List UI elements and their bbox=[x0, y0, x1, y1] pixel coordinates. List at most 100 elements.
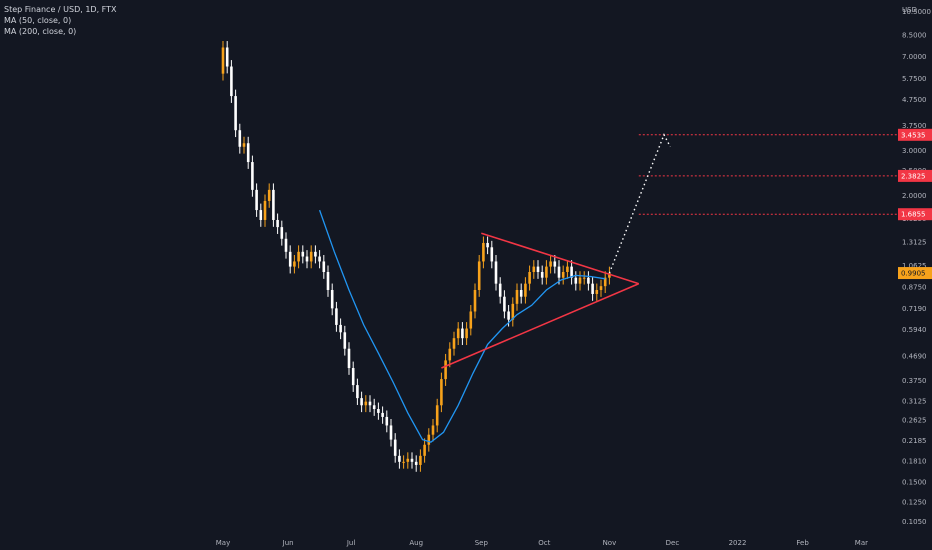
x-tick-label: Feb bbox=[796, 539, 809, 547]
y-tick-label: 0.1250 bbox=[902, 499, 927, 507]
y-tick-label: 0.2185 bbox=[902, 437, 927, 445]
candle-body bbox=[566, 266, 569, 272]
candle-body bbox=[263, 200, 267, 220]
x-tick-label: May bbox=[216, 539, 230, 547]
candle-body bbox=[553, 261, 557, 267]
candle-body bbox=[393, 439, 397, 456]
candle-body bbox=[284, 238, 288, 252]
candle-body bbox=[549, 261, 552, 267]
candle-body bbox=[486, 242, 489, 248]
candle-body bbox=[372, 405, 376, 410]
candle-body bbox=[230, 66, 233, 97]
candle-body bbox=[255, 189, 258, 211]
x-tick-label: Jul bbox=[346, 539, 356, 547]
candle-body bbox=[515, 289, 519, 304]
candle-body bbox=[536, 266, 540, 272]
candle-body bbox=[498, 283, 502, 297]
legend-symbol: Step Finance / USD, 1D, FTX bbox=[4, 5, 117, 14]
candles bbox=[221, 41, 611, 472]
candle-body bbox=[587, 277, 590, 284]
last-price-label: 0.9905 bbox=[901, 270, 926, 278]
candle-body bbox=[322, 261, 326, 272]
candle-body bbox=[339, 324, 342, 333]
candle-body bbox=[545, 266, 548, 278]
x-tick-label: Mar bbox=[855, 539, 868, 547]
candle-body bbox=[519, 289, 523, 297]
y-tick-label: 0.7190 bbox=[902, 305, 927, 313]
candle-body bbox=[381, 412, 384, 417]
overlays bbox=[318, 133, 671, 443]
x-tick-label: Nov bbox=[603, 539, 617, 547]
candle-body bbox=[456, 328, 460, 339]
target-level-label: 3.4535 bbox=[901, 131, 926, 139]
target-level-label: 2.3825 bbox=[901, 172, 926, 180]
y-tick-label: 0.1810 bbox=[902, 458, 927, 466]
candle-body bbox=[305, 256, 309, 262]
candle-body bbox=[595, 289, 599, 294]
x-tick-label: Jun bbox=[282, 539, 294, 547]
candle-body bbox=[461, 328, 464, 339]
candle-body bbox=[591, 283, 594, 294]
y-tick-label: 0.4690 bbox=[902, 352, 927, 360]
candle-body bbox=[251, 162, 254, 190]
candle-body bbox=[582, 277, 586, 279]
triangle-upper-trendline bbox=[481, 232, 640, 285]
candle-body bbox=[469, 311, 473, 329]
legend-ma200: MA (200, close, 0) bbox=[4, 27, 77, 36]
x-tick-label: Sep bbox=[475, 539, 489, 547]
y-tick-label: 0.1500 bbox=[902, 479, 927, 487]
y-tick-label: 10.5000 bbox=[902, 8, 931, 16]
candle-body bbox=[511, 303, 515, 320]
candle-body bbox=[246, 143, 250, 163]
y-tick-label: 3.7500 bbox=[902, 122, 927, 130]
candle-body bbox=[293, 261, 296, 267]
candle-body bbox=[238, 130, 242, 147]
candle-body bbox=[301, 251, 305, 257]
x-tick-label: 2022 bbox=[729, 539, 747, 547]
y-tick-label: 5.7500 bbox=[902, 75, 927, 83]
candle-body bbox=[259, 210, 263, 220]
candle-body bbox=[221, 47, 225, 74]
candle-body bbox=[272, 189, 275, 220]
y-tick-label: 0.3750 bbox=[902, 377, 927, 385]
y-axis-currency: USD bbox=[902, 6, 917, 14]
candle-body bbox=[347, 348, 351, 369]
triangle-lower-trendline bbox=[441, 282, 640, 369]
candle-body bbox=[599, 286, 603, 290]
candle-body bbox=[570, 266, 573, 278]
x-tick-label: Oct bbox=[538, 539, 550, 547]
ma50-line bbox=[318, 209, 606, 443]
candle-body bbox=[414, 461, 418, 465]
candle-body bbox=[532, 266, 536, 272]
price-labels: 3.4535 2.3825 1.6855 0.9905 bbox=[898, 128, 932, 280]
candle-body bbox=[351, 368, 355, 386]
candle-body bbox=[440, 379, 443, 406]
candle-body bbox=[507, 311, 510, 320]
candle-body bbox=[364, 401, 368, 406]
candle-body bbox=[330, 289, 334, 309]
candle-body bbox=[318, 256, 321, 262]
candle-body bbox=[528, 272, 531, 284]
candle-body bbox=[482, 242, 485, 262]
candle-body bbox=[368, 401, 372, 406]
target-level-label: 1.6855 bbox=[901, 211, 926, 219]
candle-body bbox=[435, 405, 439, 426]
x-tick-label: Aug bbox=[409, 539, 423, 547]
candle-body bbox=[448, 348, 452, 361]
candle-body bbox=[427, 434, 431, 445]
y-tick-label: 0.8750 bbox=[902, 283, 927, 291]
candle-body bbox=[314, 251, 317, 257]
candle-body bbox=[242, 143, 246, 147]
y-tick-label: 0.5940 bbox=[902, 326, 927, 334]
y-tick-label: 1.0625 bbox=[902, 262, 927, 270]
candle-body bbox=[503, 296, 506, 312]
candle-body bbox=[377, 409, 380, 413]
candle-body bbox=[410, 458, 414, 462]
time-axis: May Jun Jul Aug Sep Oct Nov Dec 2022 Feb Mar bbox=[216, 539, 868, 547]
candle-body bbox=[444, 360, 447, 380]
candle-body bbox=[419, 455, 422, 465]
y-tick-label: 0.1050 bbox=[902, 518, 927, 526]
candle-body bbox=[406, 458, 410, 462]
candle-body bbox=[402, 461, 405, 463]
